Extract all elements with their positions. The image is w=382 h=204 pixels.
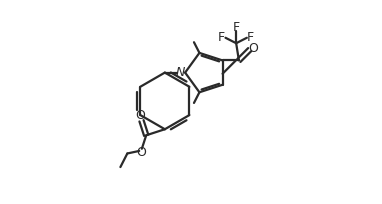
Text: N: N xyxy=(176,66,185,79)
Text: O: O xyxy=(249,42,259,55)
Text: F: F xyxy=(233,21,240,34)
Text: O: O xyxy=(136,146,146,159)
Text: F: F xyxy=(247,31,254,44)
Text: O: O xyxy=(136,110,145,122)
Text: F: F xyxy=(218,31,225,44)
